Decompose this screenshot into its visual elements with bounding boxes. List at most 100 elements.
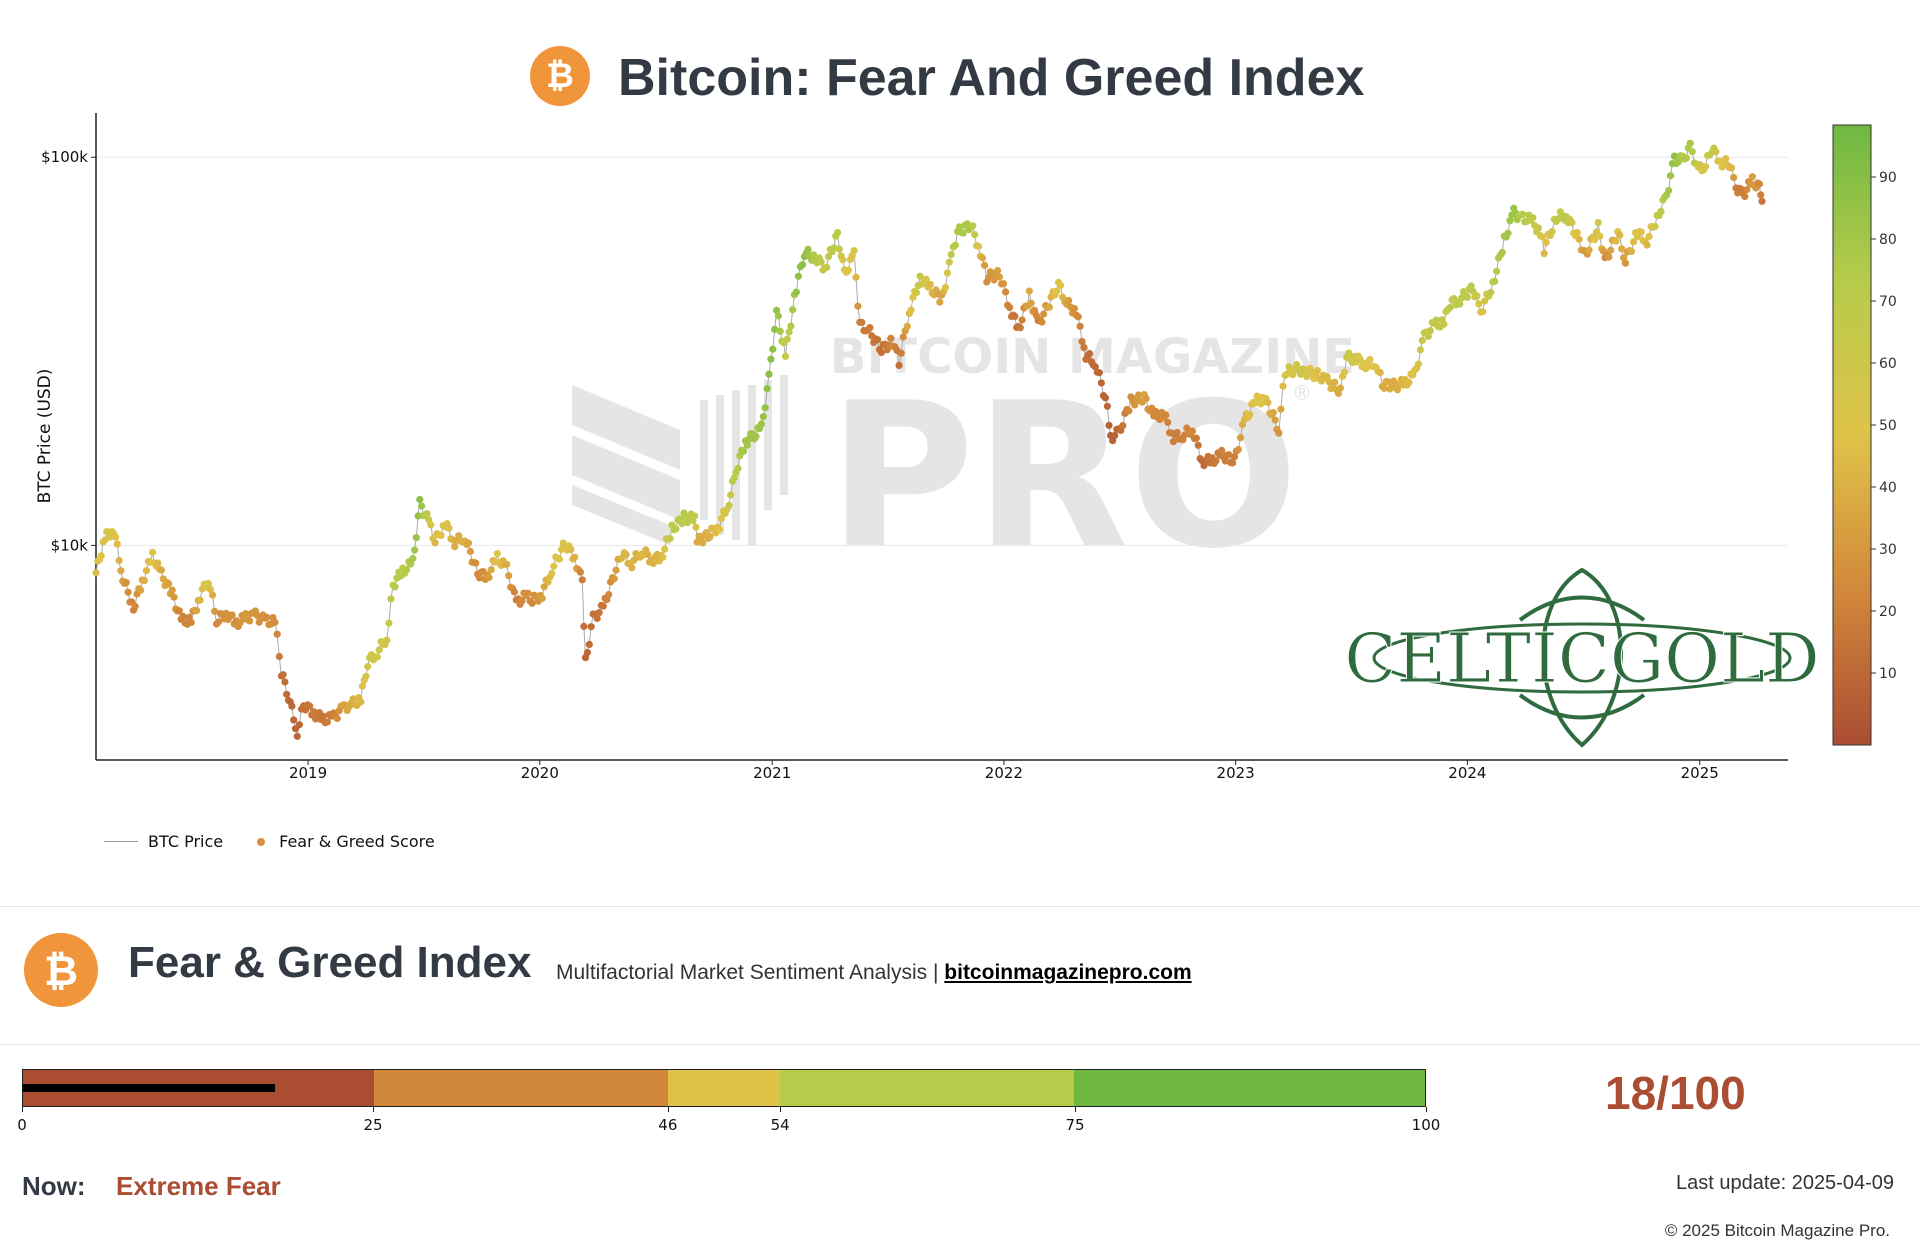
score-point <box>659 553 667 561</box>
score-point <box>518 597 526 605</box>
score-point <box>595 609 603 617</box>
score-point <box>1236 434 1245 442</box>
score-point <box>293 732 301 740</box>
score-point <box>416 495 424 504</box>
score-point <box>1194 441 1202 449</box>
score-point <box>1542 238 1550 247</box>
now-label: Now: <box>22 1171 86 1201</box>
score-point <box>451 543 459 551</box>
score-point <box>1076 322 1084 330</box>
score-point <box>1131 401 1139 409</box>
x-tick-label: 2021 <box>753 764 791 782</box>
score-point <box>1741 192 1749 201</box>
score-point <box>1665 186 1673 195</box>
legend-price-label[interactable]: BTC Price <box>148 832 224 851</box>
bitcoinmagazinepro-link[interactable]: bitcoinmagazinepro.com <box>944 961 1192 984</box>
score-point <box>1730 173 1738 182</box>
score-point <box>941 283 950 292</box>
legend-score-label[interactable]: Fear & Greed Score <box>279 832 435 851</box>
score-point <box>1758 197 1766 205</box>
score-point <box>1310 375 1318 383</box>
score-point <box>785 328 793 336</box>
score-point <box>773 306 781 314</box>
score-point <box>1336 384 1344 392</box>
score-point <box>1269 409 1277 417</box>
score-point <box>1424 332 1432 340</box>
score-point <box>1006 303 1014 312</box>
score-point <box>1618 245 1626 253</box>
score-point <box>1651 222 1659 230</box>
score-point <box>1722 155 1730 163</box>
score-point <box>1701 163 1710 171</box>
score-point <box>1334 389 1343 398</box>
score-point <box>1200 462 1208 470</box>
score-point <box>487 566 495 574</box>
score-point <box>678 520 686 528</box>
score-point <box>1590 236 1599 244</box>
score-point <box>1297 370 1305 378</box>
score-point <box>1519 210 1527 218</box>
gridlines <box>96 156 1788 546</box>
score-point <box>789 306 797 314</box>
score-point <box>485 573 493 582</box>
score-point <box>1540 250 1548 258</box>
score-point <box>124 588 132 596</box>
score-point <box>1473 292 1481 300</box>
score-point <box>743 441 751 449</box>
score-point <box>628 564 636 572</box>
score-point <box>691 512 699 520</box>
score-point <box>113 540 121 548</box>
score-point <box>505 572 513 580</box>
score-point <box>1616 231 1624 239</box>
score-point <box>409 555 417 563</box>
score-point <box>412 534 420 542</box>
score-point <box>1277 405 1285 413</box>
score-point <box>101 536 109 544</box>
score-point <box>974 242 983 250</box>
score-point <box>364 662 372 671</box>
score-point <box>912 288 921 297</box>
score-point <box>1573 229 1581 237</box>
score-point <box>391 583 399 591</box>
score-point <box>599 602 607 610</box>
colorbar-tick-label: 90 <box>1879 170 1897 186</box>
score-point <box>1596 232 1604 240</box>
chart-legend[interactable]: BTC Price Fear & Greed Score <box>104 832 435 851</box>
score-point <box>1275 429 1283 437</box>
score-point <box>734 464 742 473</box>
last-update: Last update: 2025-04-09 <box>1676 1172 1894 1194</box>
score-point <box>1712 148 1720 156</box>
x-tick-label: 2024 <box>1448 764 1486 782</box>
gauge-tick-label: 0 <box>17 1116 27 1134</box>
score-point <box>1366 356 1374 364</box>
score-point <box>1152 407 1160 416</box>
score-point <box>214 618 223 626</box>
score-point <box>959 229 967 237</box>
score-point <box>295 721 303 729</box>
score-point <box>1345 349 1353 357</box>
score-point <box>866 324 874 332</box>
score-point <box>1271 416 1279 424</box>
score-point <box>349 695 357 703</box>
gauge-tick <box>1075 1107 1076 1112</box>
score-point <box>540 583 548 591</box>
score-point <box>666 535 674 543</box>
score-point <box>281 678 289 686</box>
score-point <box>1666 172 1675 180</box>
score-point <box>752 432 760 440</box>
score-point <box>839 256 847 264</box>
score-point <box>1080 344 1088 352</box>
score-point <box>854 302 862 310</box>
score-point <box>1548 228 1556 236</box>
score-point <box>154 559 162 567</box>
score-point <box>593 614 601 623</box>
score-point <box>1670 152 1678 160</box>
score-point <box>1414 360 1423 368</box>
gauge-tick <box>780 1107 782 1112</box>
score-point <box>1002 288 1010 296</box>
gauge-segment <box>1074 1070 1425 1106</box>
score-point <box>1119 422 1127 430</box>
score-point <box>759 413 767 421</box>
score-point <box>916 272 924 280</box>
score-point <box>1674 158 1683 166</box>
